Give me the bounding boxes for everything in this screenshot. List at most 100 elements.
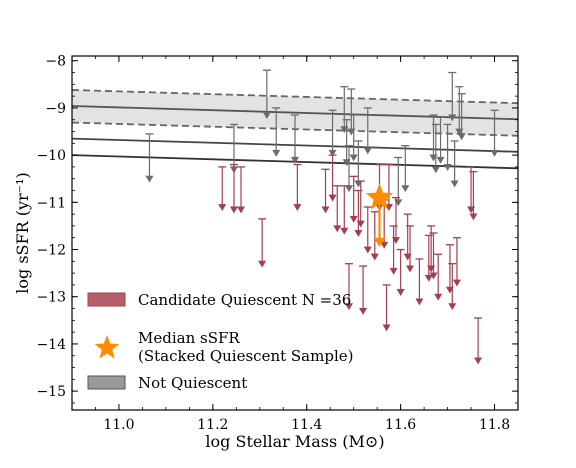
limit-arrowhead: [448, 303, 457, 311]
quiescent-limit: [218, 166, 227, 211]
limit-arrowhead: [431, 166, 440, 174]
quiescent-limit: [359, 265, 368, 315]
y-tick-label: −14: [36, 337, 66, 353]
not-quiescent-limit: [145, 133, 154, 183]
quiescent-limit: [384, 163, 393, 211]
limit-arrowhead: [236, 206, 246, 214]
quiescent-limit: [434, 253, 443, 301]
y-axis-label: log sSFR (yr⁻¹): [13, 172, 32, 294]
median-star: [365, 183, 394, 210]
not-quiescent-limit: [448, 71, 457, 122]
not-quiescent-limit: [457, 93, 466, 141]
quiescent-limit: [429, 232, 438, 280]
y-tick-label: −10: [36, 148, 66, 164]
not-quiescent-limit: [344, 145, 354, 193]
not-quiescent-limit: [328, 109, 337, 157]
quiescent-limit: [349, 175, 358, 223]
legend-swatch: [87, 292, 126, 307]
limit-arrowhead: [457, 133, 466, 141]
quiescent-limit: [382, 284, 391, 332]
limit-arrowhead: [391, 237, 400, 245]
not-quiescent-limit: [450, 140, 459, 188]
legend-label: Not Quiescent: [138, 374, 247, 392]
y-tick-label: −15: [36, 384, 66, 400]
limit-arrowhead: [349, 215, 358, 223]
x-tick-label: 11.0: [103, 417, 134, 433]
quiescent-limit: [405, 225, 415, 273]
quiescent-limit: [328, 154, 337, 202]
limit-arrowhead: [218, 204, 227, 211]
not-quiescent-limit: [490, 109, 499, 157]
limit-arrowhead: [448, 114, 457, 122]
limit-arrowhead: [340, 227, 349, 235]
limit-arrowhead: [333, 225, 342, 233]
limit-arrowhead: [354, 230, 363, 237]
limit-arrowhead: [349, 154, 358, 162]
y-tick-label: −13: [36, 290, 66, 306]
limit-arrowhead: [401, 185, 410, 193]
x-axis-label: log Stellar Mass (M⊙): [205, 432, 384, 451]
limit-arrowhead: [356, 220, 365, 228]
quiescent-limit: [452, 237, 461, 287]
limit-arrowhead: [328, 194, 337, 202]
limit-arrowhead: [293, 204, 302, 211]
limit-arrowhead: [382, 324, 391, 332]
not-quiescent-limit: [272, 107, 281, 157]
limit-arrowhead: [474, 357, 483, 365]
median-error-arrowhead: [373, 237, 386, 247]
y-tick-label: −12: [36, 243, 66, 259]
limit-arrowhead: [429, 272, 438, 280]
not-quiescent-limit: [262, 69, 271, 119]
quiescent-limit: [236, 166, 246, 214]
quiescent-limit: [396, 248, 405, 296]
limit-arrowhead: [380, 241, 389, 249]
quiescent-limit: [354, 189, 363, 237]
quiescent-limit: [333, 185, 342, 233]
quiescent-limit: [474, 317, 483, 365]
limit-arrowhead: [290, 156, 300, 164]
x-tick-label: 11.6: [385, 417, 416, 433]
quiescent-limit: [356, 180, 365, 228]
limit-arrowhead: [443, 163, 452, 171]
limit-arrowhead: [262, 112, 271, 119]
quiescent-limit: [293, 163, 302, 211]
limit-arrowhead: [321, 206, 330, 214]
legend-swatch: [87, 375, 126, 390]
legend-median-star: [94, 335, 120, 359]
limit-arrowhead: [258, 260, 267, 268]
limit-arrowhead: [434, 293, 443, 301]
limit-arrowhead: [272, 149, 281, 157]
limit-arrowhead: [370, 253, 379, 261]
limit-arrowhead: [424, 274, 433, 282]
not-quiescent-limit: [436, 116, 445, 164]
reference-line-1: [72, 89, 518, 105]
quiescent-limit: [321, 168, 330, 214]
quiescent-limit: [258, 218, 267, 268]
limit-arrowhead: [469, 213, 478, 221]
plot-frame: [71, 55, 519, 411]
quiescent-limit: [391, 196, 400, 245]
not-quiescent-limit: [431, 123, 440, 174]
legend-label-line2: (Stacked Quiescent Sample): [138, 347, 353, 365]
not-quiescent-limit: [363, 107, 372, 155]
y-tick-label: −8: [45, 54, 66, 70]
legend-entry-quiescent: Candidate Quiescent N =36: [87, 291, 351, 309]
limit-arrowhead: [344, 303, 354, 311]
limit-arrowhead: [436, 156, 445, 164]
y-tick-label: −11: [36, 195, 66, 211]
quiescent-limit: [344, 263, 354, 311]
limit-arrowhead: [363, 246, 372, 254]
quiescent-limit: [415, 258, 424, 306]
legend-label: Candidate Quiescent N =36: [138, 291, 351, 309]
legend-entry-not_quiescent: Not Quiescent: [87, 374, 247, 392]
x-tick-label: 11.4: [291, 417, 322, 433]
y-tick-label: −9: [45, 101, 66, 117]
quiescent-limit: [229, 163, 238, 214]
limit-arrowhead: [363, 147, 372, 155]
x-tick-label: 11.2: [197, 417, 228, 433]
limit-arrowhead: [450, 180, 459, 188]
limit-arrowhead: [229, 206, 238, 214]
not-quiescent-limit: [401, 145, 410, 193]
